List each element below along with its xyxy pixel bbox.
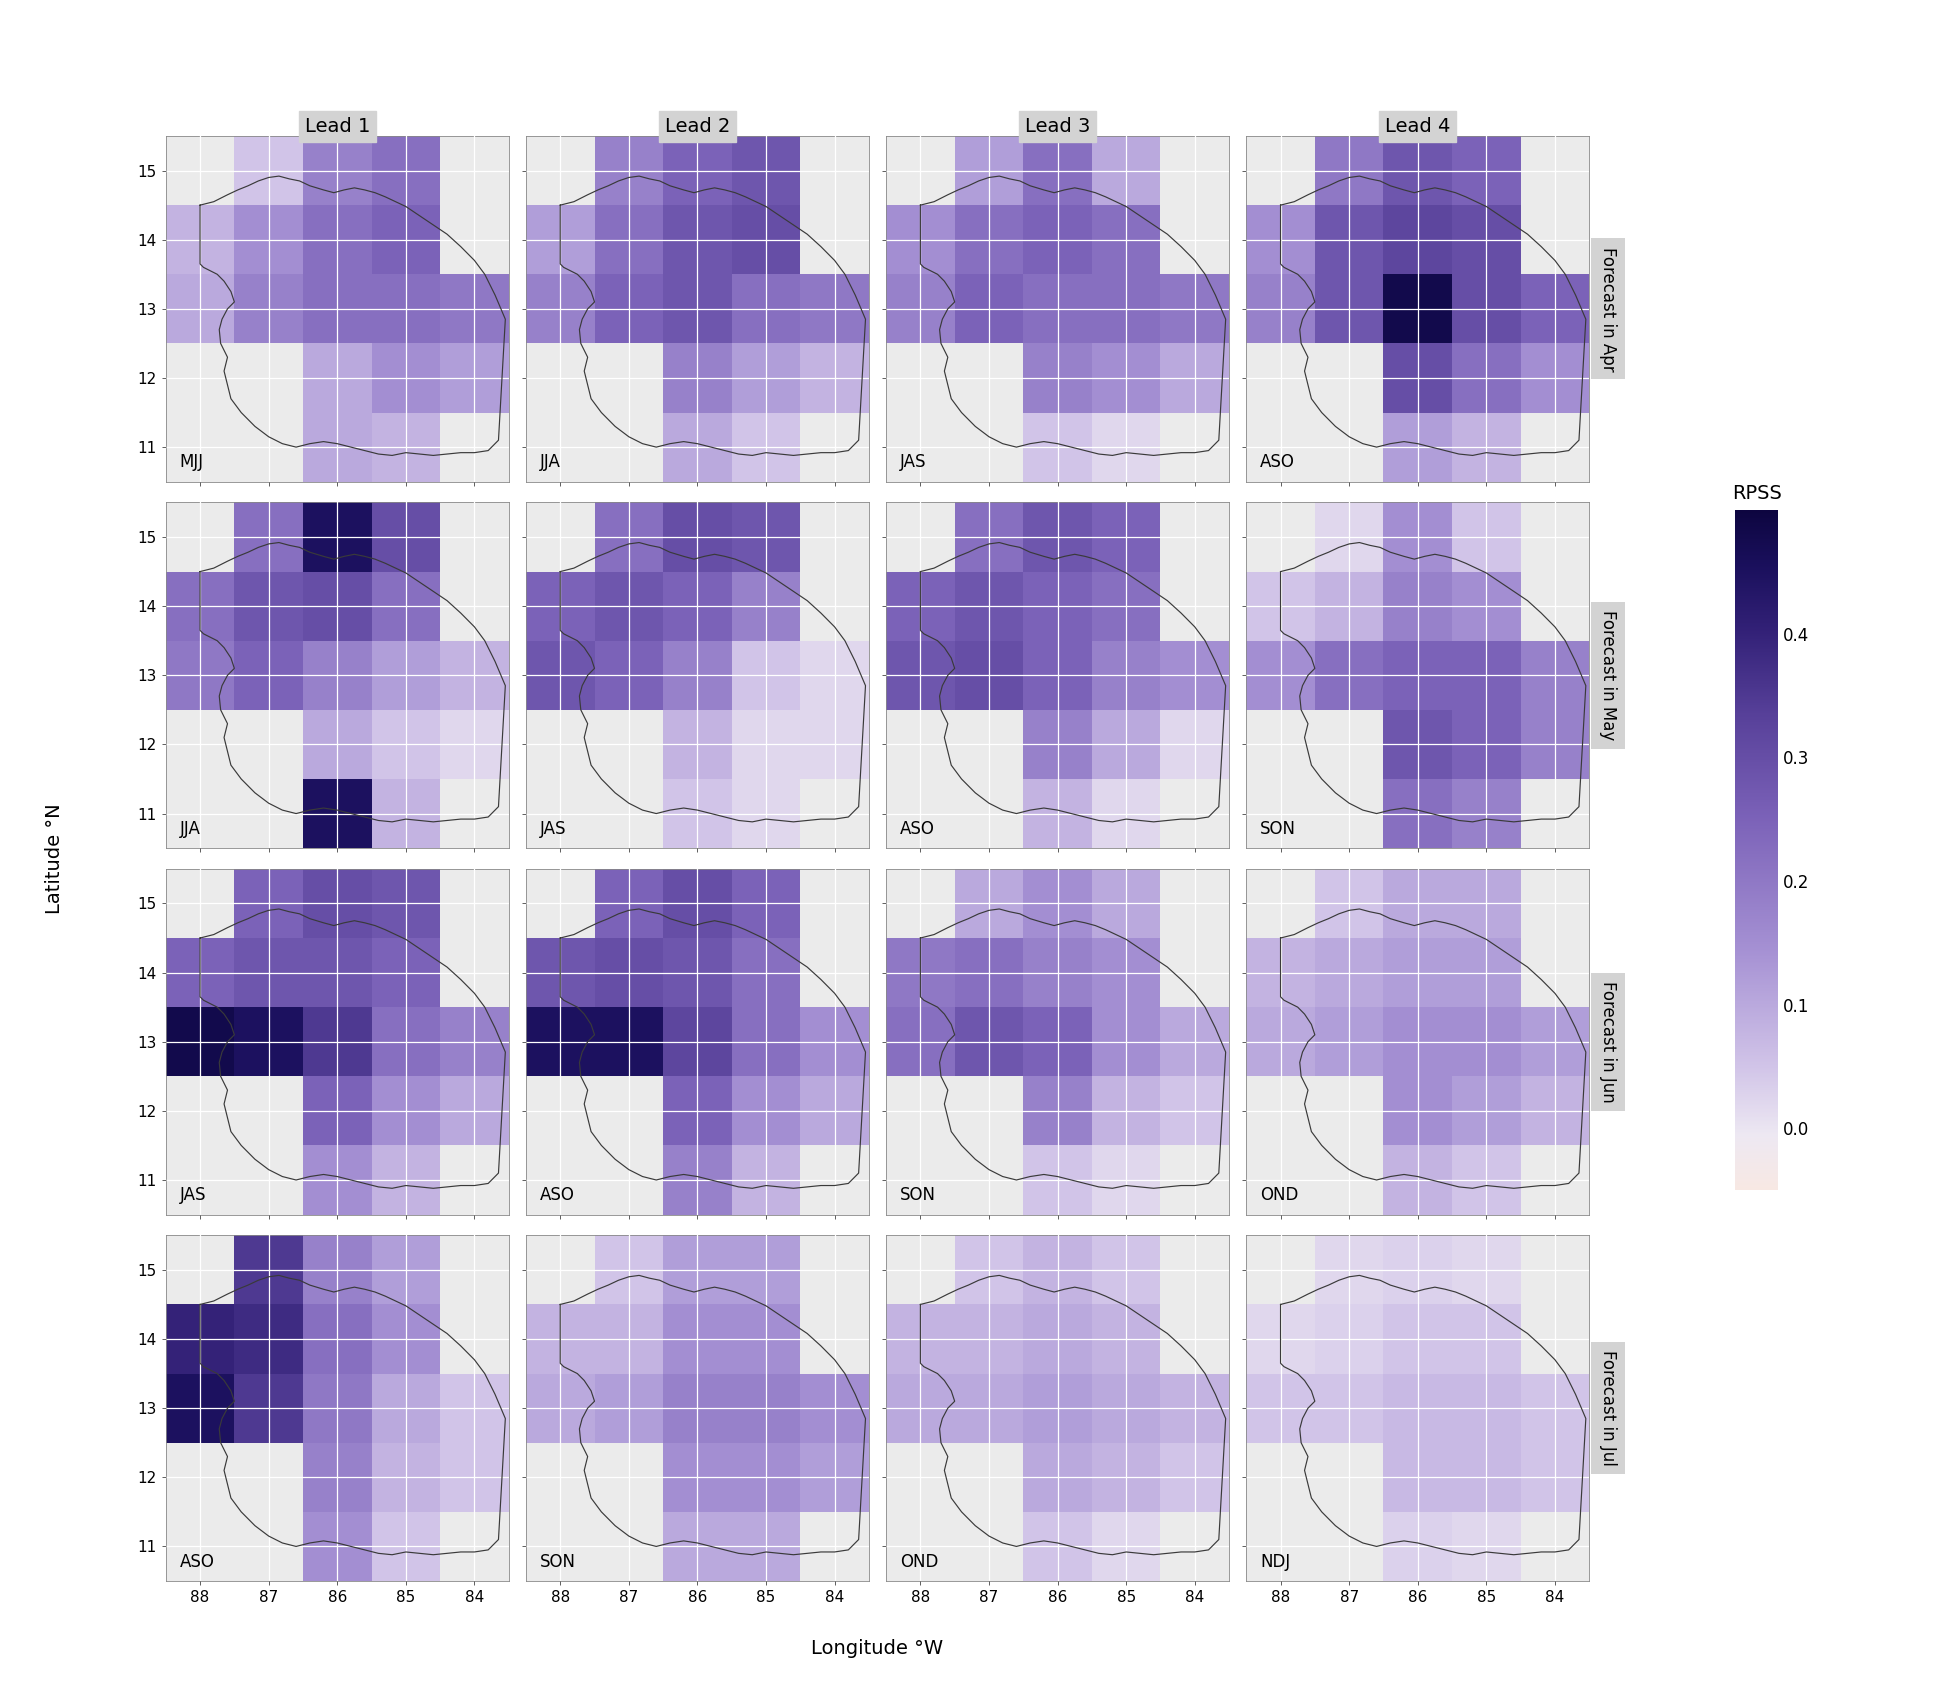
Text: MJJ: MJJ bbox=[179, 454, 203, 471]
Title: Lead 1: Lead 1 bbox=[304, 117, 370, 136]
Text: JAS: JAS bbox=[179, 1187, 207, 1204]
Title: Lead 3: Lead 3 bbox=[1026, 117, 1090, 136]
Text: JAS: JAS bbox=[540, 819, 566, 838]
Text: Latitude °N: Latitude °N bbox=[45, 802, 64, 915]
Text: SON: SON bbox=[1260, 819, 1297, 838]
Text: NDJ: NDJ bbox=[1260, 1552, 1291, 1571]
Text: Forecast in Jul: Forecast in Jul bbox=[1599, 1350, 1617, 1465]
Title: Lead 4: Lead 4 bbox=[1384, 117, 1451, 136]
Text: ASO: ASO bbox=[540, 1187, 575, 1204]
Text: SON: SON bbox=[540, 1552, 575, 1571]
Text: ASO: ASO bbox=[899, 819, 934, 838]
Text: JAS: JAS bbox=[899, 454, 926, 471]
Title: Lead 2: Lead 2 bbox=[665, 117, 729, 136]
Text: JJA: JJA bbox=[540, 454, 560, 471]
Text: ASO: ASO bbox=[1260, 454, 1295, 471]
Text: Longitude °W: Longitude °W bbox=[811, 1639, 944, 1658]
Text: Forecast in May: Forecast in May bbox=[1599, 610, 1617, 741]
Text: SON: SON bbox=[899, 1187, 936, 1204]
Title: RPSS: RPSS bbox=[1732, 484, 1782, 503]
Text: JJA: JJA bbox=[179, 819, 201, 838]
Text: OND: OND bbox=[1260, 1187, 1299, 1204]
Text: OND: OND bbox=[899, 1552, 938, 1571]
Text: ASO: ASO bbox=[179, 1552, 214, 1571]
Text: Forecast in Apr: Forecast in Apr bbox=[1599, 246, 1617, 371]
Text: Forecast in Jun: Forecast in Jun bbox=[1599, 981, 1617, 1103]
